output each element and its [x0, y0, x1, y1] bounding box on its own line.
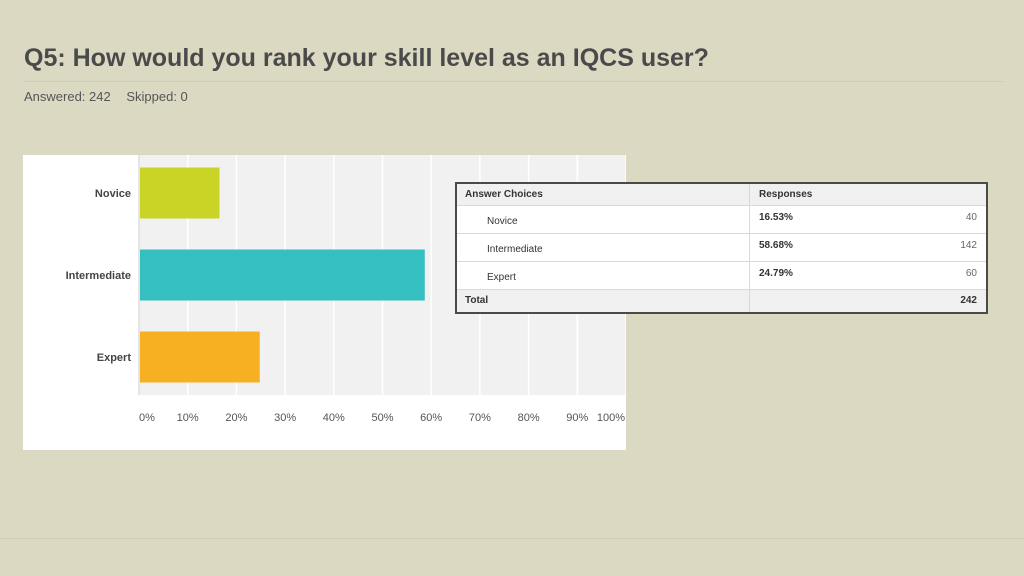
- choice-label: Novice: [487, 216, 518, 227]
- category-label: Intermediate: [66, 270, 131, 282]
- response-percent: 16.53%: [759, 212, 793, 223]
- bar-intermediate: [140, 249, 425, 301]
- x-tick-label: 70%: [469, 412, 491, 424]
- x-tick-label: 30%: [274, 412, 296, 424]
- choice-label: Expert: [487, 272, 516, 283]
- x-tick-label: 0%: [139, 412, 155, 424]
- bottom-divider: [0, 538, 1024, 539]
- response-count: 142: [960, 240, 977, 251]
- x-tick-label: 50%: [371, 412, 393, 424]
- response-percent: 58.68%: [759, 240, 793, 251]
- header-answer-choices: Answer Choices: [465, 189, 543, 200]
- response-count: 40: [965, 212, 977, 223]
- bar-novice: [140, 167, 220, 219]
- x-tick-label: 100%: [597, 412, 625, 424]
- bar-expert: [140, 331, 260, 383]
- table-row: Intermediate 58.68% 142: [457, 234, 986, 262]
- response-percent: 24.79%: [759, 268, 793, 279]
- x-tick-label: 40%: [323, 412, 345, 424]
- table-header-row: Answer Choices Responses: [457, 184, 986, 206]
- x-tick-label: 20%: [225, 412, 247, 424]
- page-title: Q5: How would you rank your skill level …: [24, 44, 709, 72]
- table-row: Expert 24.79% 60: [457, 262, 986, 290]
- skipped-count: Skipped: 0: [126, 89, 188, 104]
- x-tick-label: 60%: [420, 412, 442, 424]
- x-tick-label: 90%: [566, 412, 588, 424]
- x-tick-label: 10%: [177, 412, 199, 424]
- choice-label: Intermediate: [487, 244, 543, 255]
- responses-table: Answer Choices Responses Novice 16.53% 4…: [455, 182, 988, 314]
- response-meta: Answered: 242 Skipped: 0: [24, 89, 200, 104]
- answered-count: Answered: 242: [24, 89, 111, 104]
- response-count: 60: [965, 268, 977, 279]
- table-row: Novice 16.53% 40: [457, 206, 986, 234]
- x-tick-label: 80%: [518, 412, 540, 424]
- header-responses: Responses: [759, 189, 813, 200]
- table-total-row: Total 242: [457, 290, 986, 312]
- category-label: Expert: [97, 352, 132, 364]
- category-label: Novice: [95, 188, 131, 200]
- total-count: 242: [960, 295, 977, 306]
- title-divider: [24, 81, 1004, 82]
- total-label: Total: [465, 295, 489, 306]
